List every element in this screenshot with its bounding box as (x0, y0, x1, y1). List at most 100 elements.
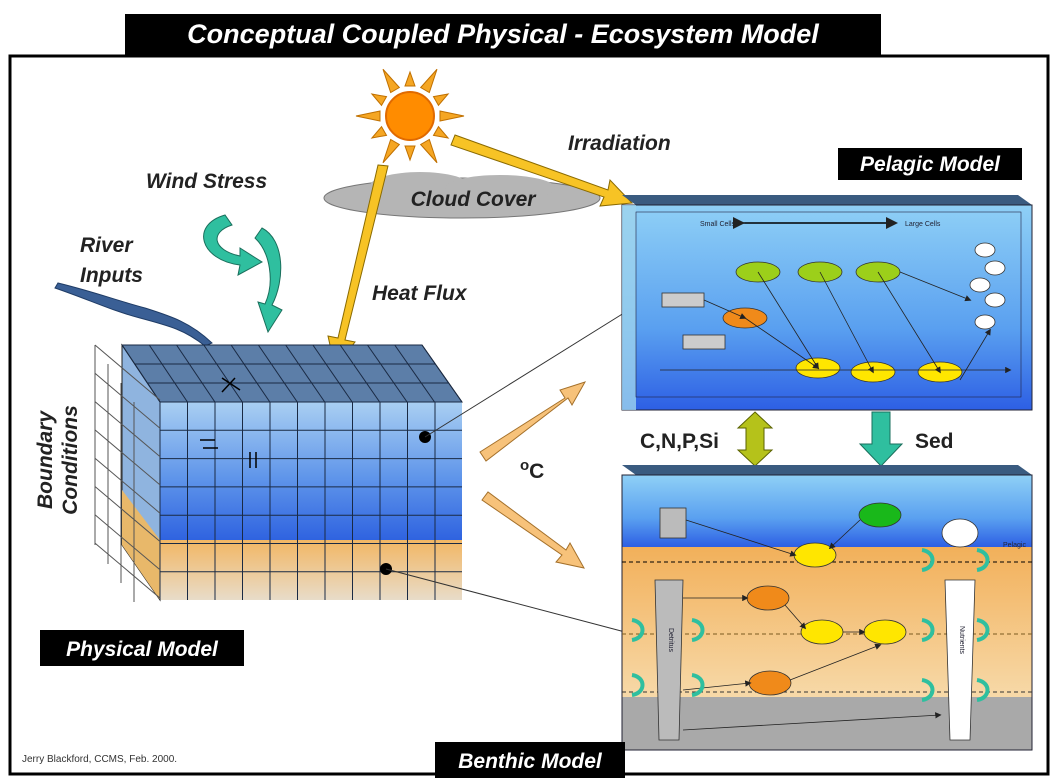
pelagic-model-box-label (838, 148, 1022, 180)
nutrient-node (984, 260, 1006, 276)
flow-line (828, 519, 861, 550)
physical-model-box (121, 343, 463, 602)
sed-arrow (858, 411, 904, 467)
mixing-arrow (691, 618, 705, 642)
grid-line (94, 542, 161, 599)
sun-ray (419, 138, 438, 164)
grid-line (367, 344, 408, 403)
grid-line (230, 344, 271, 403)
grid-line (285, 344, 326, 403)
physical-grid (94, 344, 463, 602)
temperature-label: oC (520, 457, 544, 483)
credit: Jerry Blackford, CCMS, Feb. 2000. (22, 754, 177, 765)
mixing-arrow (921, 548, 935, 572)
flow-line (877, 271, 941, 374)
grid-line (203, 344, 243, 403)
benthic-node (800, 619, 844, 645)
heat-flux-label: Heat Flux (372, 282, 468, 305)
title: Conceptual Coupled Physical - Ecosystem … (187, 19, 819, 49)
unit: C (529, 460, 544, 483)
grid-line (94, 514, 161, 571)
nutrient-node (941, 518, 979, 548)
physical-model-box-label (40, 630, 244, 666)
grid-line (339, 344, 381, 403)
grid-line (394, 344, 435, 403)
grid-line (257, 344, 298, 403)
exchange-label: C,N,P,Si (640, 430, 719, 453)
temperature-arrows (479, 381, 587, 569)
benthic-tiny-label: Detritus (667, 628, 674, 653)
pelagic-tiny-label: Small Cells (700, 221, 736, 228)
flow-line (682, 680, 752, 691)
flow-line (744, 317, 820, 369)
river (54, 282, 213, 347)
cloud (323, 172, 601, 219)
grid-line (94, 429, 161, 486)
sun-ray (419, 68, 438, 94)
nutrient-node (984, 292, 1006, 308)
pelagic-tiny-label: Large Cells (905, 221, 941, 228)
irradiation-arrows (327, 134, 634, 370)
grid-line (176, 344, 216, 403)
benthic-node (746, 585, 790, 611)
grid-line (94, 372, 161, 429)
grid-line (148, 344, 188, 403)
benthic-model-box-label (435, 742, 625, 778)
detritus-node (661, 292, 705, 308)
flow-line (789, 643, 882, 681)
flow-line (959, 328, 991, 381)
sed-label: Sed (915, 430, 954, 453)
sun (355, 68, 465, 164)
flow-line (784, 604, 807, 630)
physical-model-label: Physical Model (66, 638, 219, 661)
mixing-arrow (921, 678, 935, 702)
sun-ray (404, 70, 416, 87)
grid-line (421, 344, 463, 403)
degree: o (520, 457, 529, 474)
sun-ray (370, 125, 388, 139)
benthic-model-label: Benthic Model (458, 750, 603, 773)
sun-ray (439, 110, 465, 122)
flow-line (819, 271, 874, 374)
boundary-label: Conditions (59, 405, 82, 515)
sun-ray (432, 93, 450, 107)
irradiation-label: Irradiation (568, 132, 671, 155)
wind-arrow (203, 214, 283, 334)
grid-line (94, 457, 161, 514)
benthic-detritus-top (659, 507, 687, 539)
connector-lines (385, 307, 633, 633)
title-box (125, 14, 881, 56)
flow-line (685, 519, 797, 557)
mixing-arrow (976, 548, 990, 572)
exchange-arrow (736, 411, 774, 467)
sun-ray (382, 68, 401, 94)
flow-line (682, 712, 942, 731)
mixing-arrow (921, 618, 935, 642)
nutrient-node (974, 314, 996, 330)
sun-ray (404, 145, 416, 162)
benthic-node (863, 619, 907, 645)
sun-ray (370, 93, 388, 107)
cloud-cover-label: Cloud Cover (411, 188, 538, 211)
sun-ray (432, 125, 450, 139)
benthic-node (858, 502, 902, 528)
pelagic-nodes (660, 242, 1012, 383)
grid-line (121, 344, 161, 403)
detritus-node (682, 334, 726, 350)
grid-line (312, 344, 353, 403)
river-label: River (80, 234, 134, 257)
pelagic-model-label: Pelagic Model (860, 153, 1001, 176)
flow-line (757, 271, 819, 370)
grid-line (94, 486, 161, 542)
nutrient-node (974, 242, 996, 258)
benthic-nodes (631, 502, 990, 741)
benthic-node (748, 670, 792, 696)
mixing-arrow (631, 618, 645, 642)
sun-ray (382, 138, 401, 164)
river-label: Inputs (80, 264, 143, 287)
wind-stress-label: Wind Stress (146, 170, 267, 193)
benthic-tiny-label: Pelagic (1003, 542, 1026, 549)
mixing-arrow (976, 618, 990, 642)
mixing-arrow (691, 673, 705, 697)
